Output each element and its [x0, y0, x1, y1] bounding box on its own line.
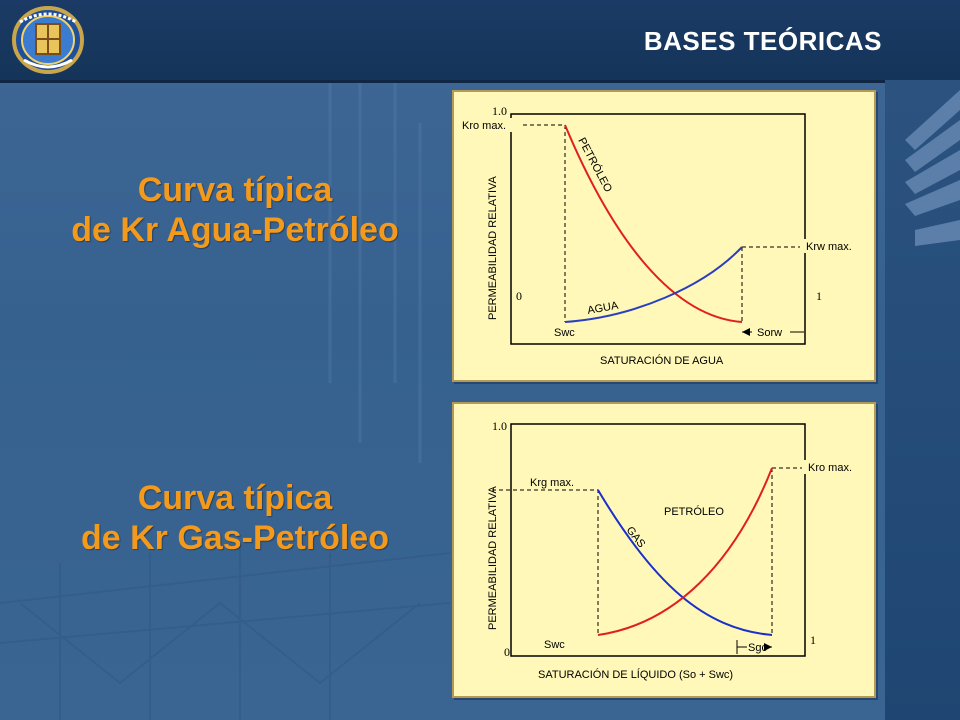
- heading-gas-oil: Curva típica de Kr Gas-Petróleo: [20, 478, 450, 558]
- gas-curve: [597, 489, 773, 636]
- swc-label: Swc: [544, 639, 565, 651]
- sgc-label: Sgc: [748, 642, 767, 654]
- oil-curve: [564, 124, 743, 323]
- kro-max-label: Kro max.: [462, 120, 506, 132]
- water-curve: [564, 246, 743, 323]
- y-top-tick: 1.0: [492, 419, 507, 433]
- y-axis-label: PERMEABILIDAD RELATIVA: [487, 175, 499, 320]
- water-oil-plot: 1.0 Kro max. Krw max. PERMEABILIDAD RELA…: [458, 104, 866, 367]
- sgc-arrow-icon: [764, 643, 772, 651]
- oil-curve-label: PETRÓLEO: [664, 505, 724, 518]
- kro-max-guide: [460, 124, 566, 322]
- zero-label: 0: [516, 289, 522, 303]
- kro-max-guide: [771, 467, 804, 635]
- right-decoration: [885, 80, 960, 720]
- zero-label: 0: [504, 645, 510, 659]
- swc-label: Swc: [554, 327, 575, 339]
- water-curve-label: AGUA: [586, 300, 619, 317]
- heading-water-oil: Curva típica de Kr Agua-Petróleo: [20, 170, 450, 250]
- krg-max-label: Krg max.: [530, 477, 574, 489]
- y-top-tick: 1.0: [492, 104, 507, 118]
- sorw-label: Sorw: [757, 327, 782, 339]
- kro-max-label: Kro max.: [808, 462, 852, 474]
- diagram-gas-oil: 1.0 Krg max. Kro max. PERMEABILIDAD RELA…: [452, 402, 876, 698]
- heading-water-oil-line-1: Curva típica: [137, 171, 333, 209]
- one-label: 1: [810, 633, 816, 647]
- x-axis-label: SATURACIÓN DE LÍQUIDO (So + Swc): [538, 668, 733, 681]
- heading-gas-oil-line-1: Curva típica: [137, 479, 333, 517]
- header-bar: BASES TEÓRICAS: [0, 0, 960, 83]
- krg-max-guide: [492, 489, 599, 635]
- gas-curve-label: GAS: [624, 524, 648, 550]
- chevron-decoration-icon: [905, 90, 960, 246]
- y-axis-label: PERMEABILIDAD RELATIVA: [487, 485, 499, 630]
- krw-max-label: Krw max.: [806, 241, 852, 253]
- heading-water-oil-line-2: de Kr Agua-Petróleo: [71, 211, 399, 249]
- krw-max-guide: [741, 246, 804, 322]
- emblem-icon: [12, 6, 84, 74]
- one-label: 1: [816, 289, 822, 303]
- plot-frame: [510, 113, 806, 345]
- heading-gas-oil-line-2: de Kr Gas-Petróleo: [81, 519, 389, 557]
- oil-curve: [597, 467, 773, 636]
- oil-curve-label: PETRÓLEO: [575, 135, 615, 194]
- header-title: BASES TEÓRICAS: [643, 26, 882, 56]
- plot-frame: [510, 423, 806, 657]
- x-axis-label: SATURACIÓN DE AGUA: [600, 354, 724, 367]
- gas-oil-plot: 1.0 Krg max. Kro max. PERMEABILIDAD RELA…: [487, 419, 868, 681]
- diagram-water-oil: 1.0 Kro max. Krw max. PERMEABILIDAD RELA…: [452, 90, 876, 382]
